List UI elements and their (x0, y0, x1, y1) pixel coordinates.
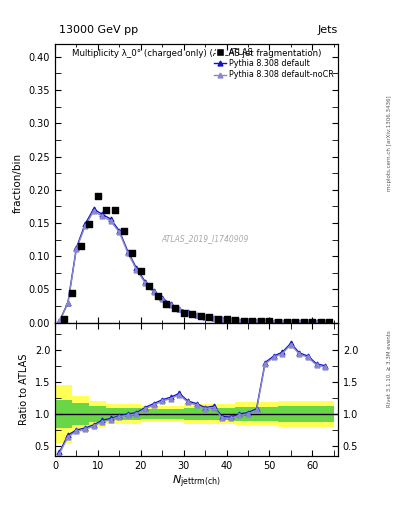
Text: ATLAS_2019_I1740909: ATLAS_2019_I1740909 (161, 234, 249, 244)
Legend: ATLAS, Pythia 8.308 default, Pythia 8.308 default-noCR: ATLAS, Pythia 8.308 default, Pythia 8.30… (214, 48, 334, 79)
Point (232, 316, 238, 324)
Point (189, 310, 195, 318)
Point (172, 304, 178, 312)
Y-axis label: fraction/bin: fraction/bin (13, 153, 23, 213)
Point (249, 316, 255, 325)
Point (112, 206, 118, 215)
Point (95, 193, 101, 201)
Point (198, 312, 204, 320)
Point (258, 317, 264, 326)
Point (69, 289, 75, 297)
Point (163, 300, 170, 308)
Point (61, 315, 67, 324)
Point (215, 315, 221, 323)
Point (318, 318, 324, 326)
Point (155, 292, 161, 300)
Text: mcplots.cern.ch [arXiv:1306.3436]: mcplots.cern.ch [arXiv:1306.3436] (387, 96, 392, 191)
Point (292, 318, 298, 326)
Point (266, 317, 272, 326)
Text: 13000 GeV pp: 13000 GeV pp (59, 25, 138, 35)
Text: Rivet 3.1.10, ≥ 3.3M events: Rivet 3.1.10, ≥ 3.3M events (387, 330, 392, 407)
Point (146, 282, 152, 290)
Point (86, 220, 92, 228)
Text: Jets: Jets (318, 25, 338, 35)
Point (283, 318, 290, 326)
Point (206, 313, 213, 322)
Point (275, 317, 281, 326)
Point (301, 318, 307, 326)
Point (223, 315, 230, 324)
Point (241, 316, 247, 325)
Point (129, 249, 135, 257)
Point (309, 318, 316, 326)
X-axis label: $N_{\rm{jettrm(ch)}}$: $N_{\rm{jettrm(ch)}}$ (172, 473, 221, 489)
Text: Multiplicity λ_0° (charged only) (ATLAS jet fragmentation): Multiplicity λ_0° (charged only) (ATLAS … (72, 49, 321, 58)
Point (326, 318, 332, 327)
Point (121, 227, 127, 235)
Point (103, 206, 110, 214)
Point (138, 267, 144, 275)
Point (180, 309, 187, 317)
Y-axis label: Ratio to ATLAS: Ratio to ATLAS (19, 353, 29, 425)
Point (77, 242, 84, 250)
